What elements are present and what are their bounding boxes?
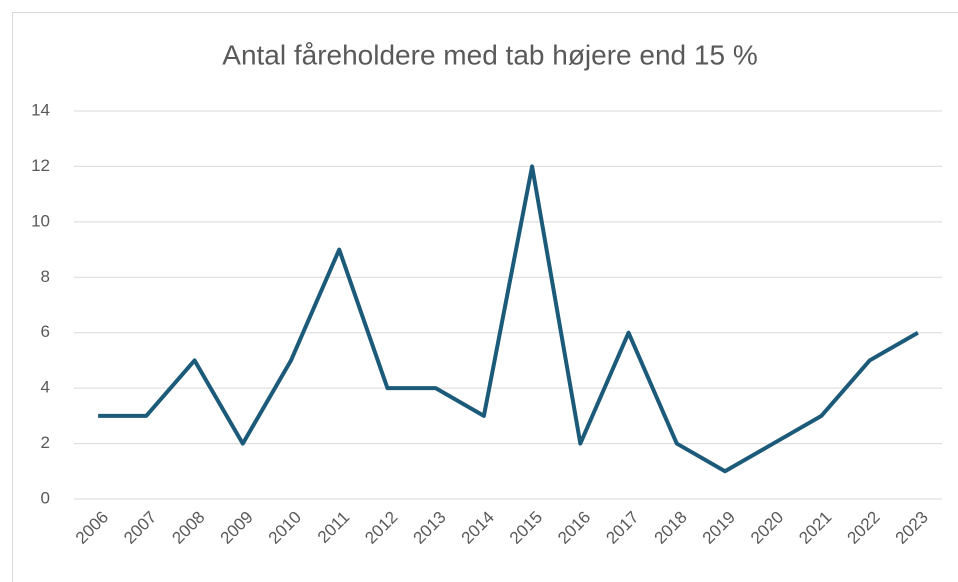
y-tick-label: 6 bbox=[41, 322, 50, 341]
y-tick-label: 8 bbox=[41, 267, 50, 286]
y-tick-label: 12 bbox=[31, 156, 50, 175]
x-tick-label: 2018 bbox=[651, 508, 691, 548]
y-tick-label: 0 bbox=[41, 488, 50, 507]
x-tick-label: 2012 bbox=[361, 508, 401, 548]
x-tick-label: 2022 bbox=[843, 508, 883, 548]
x-tick-label: 2019 bbox=[699, 508, 739, 548]
x-tick-label: 2015 bbox=[506, 508, 546, 548]
x-tick-label: 2008 bbox=[168, 508, 208, 548]
x-tick-label: 2014 bbox=[458, 508, 498, 548]
x-tick-label: 2009 bbox=[217, 508, 257, 548]
chart-border bbox=[12, 12, 958, 582]
x-tick-label: 2007 bbox=[120, 508, 160, 548]
x-tick-label: 2021 bbox=[795, 508, 835, 548]
data-line bbox=[98, 164, 919, 474]
x-tick-label: 2013 bbox=[409, 508, 449, 548]
x-tick-label: 2023 bbox=[892, 508, 932, 548]
x-tick-label: 2010 bbox=[265, 508, 305, 548]
y-tick-label: 2 bbox=[41, 433, 50, 452]
chart-title: Antal fåreholdere med tab højere end 15 … bbox=[222, 39, 757, 70]
x-tick-label: 2020 bbox=[747, 508, 787, 548]
x-tick-label: 2011 bbox=[314, 508, 353, 547]
y-tick-label: 10 bbox=[31, 211, 50, 230]
x-tick-label: 2006 bbox=[72, 508, 112, 548]
y-tick-label: 4 bbox=[41, 378, 50, 397]
x-tick-label: 2016 bbox=[554, 508, 594, 548]
y-tick-label: 14 bbox=[31, 100, 50, 119]
x-tick-label: 2017 bbox=[602, 508, 642, 548]
